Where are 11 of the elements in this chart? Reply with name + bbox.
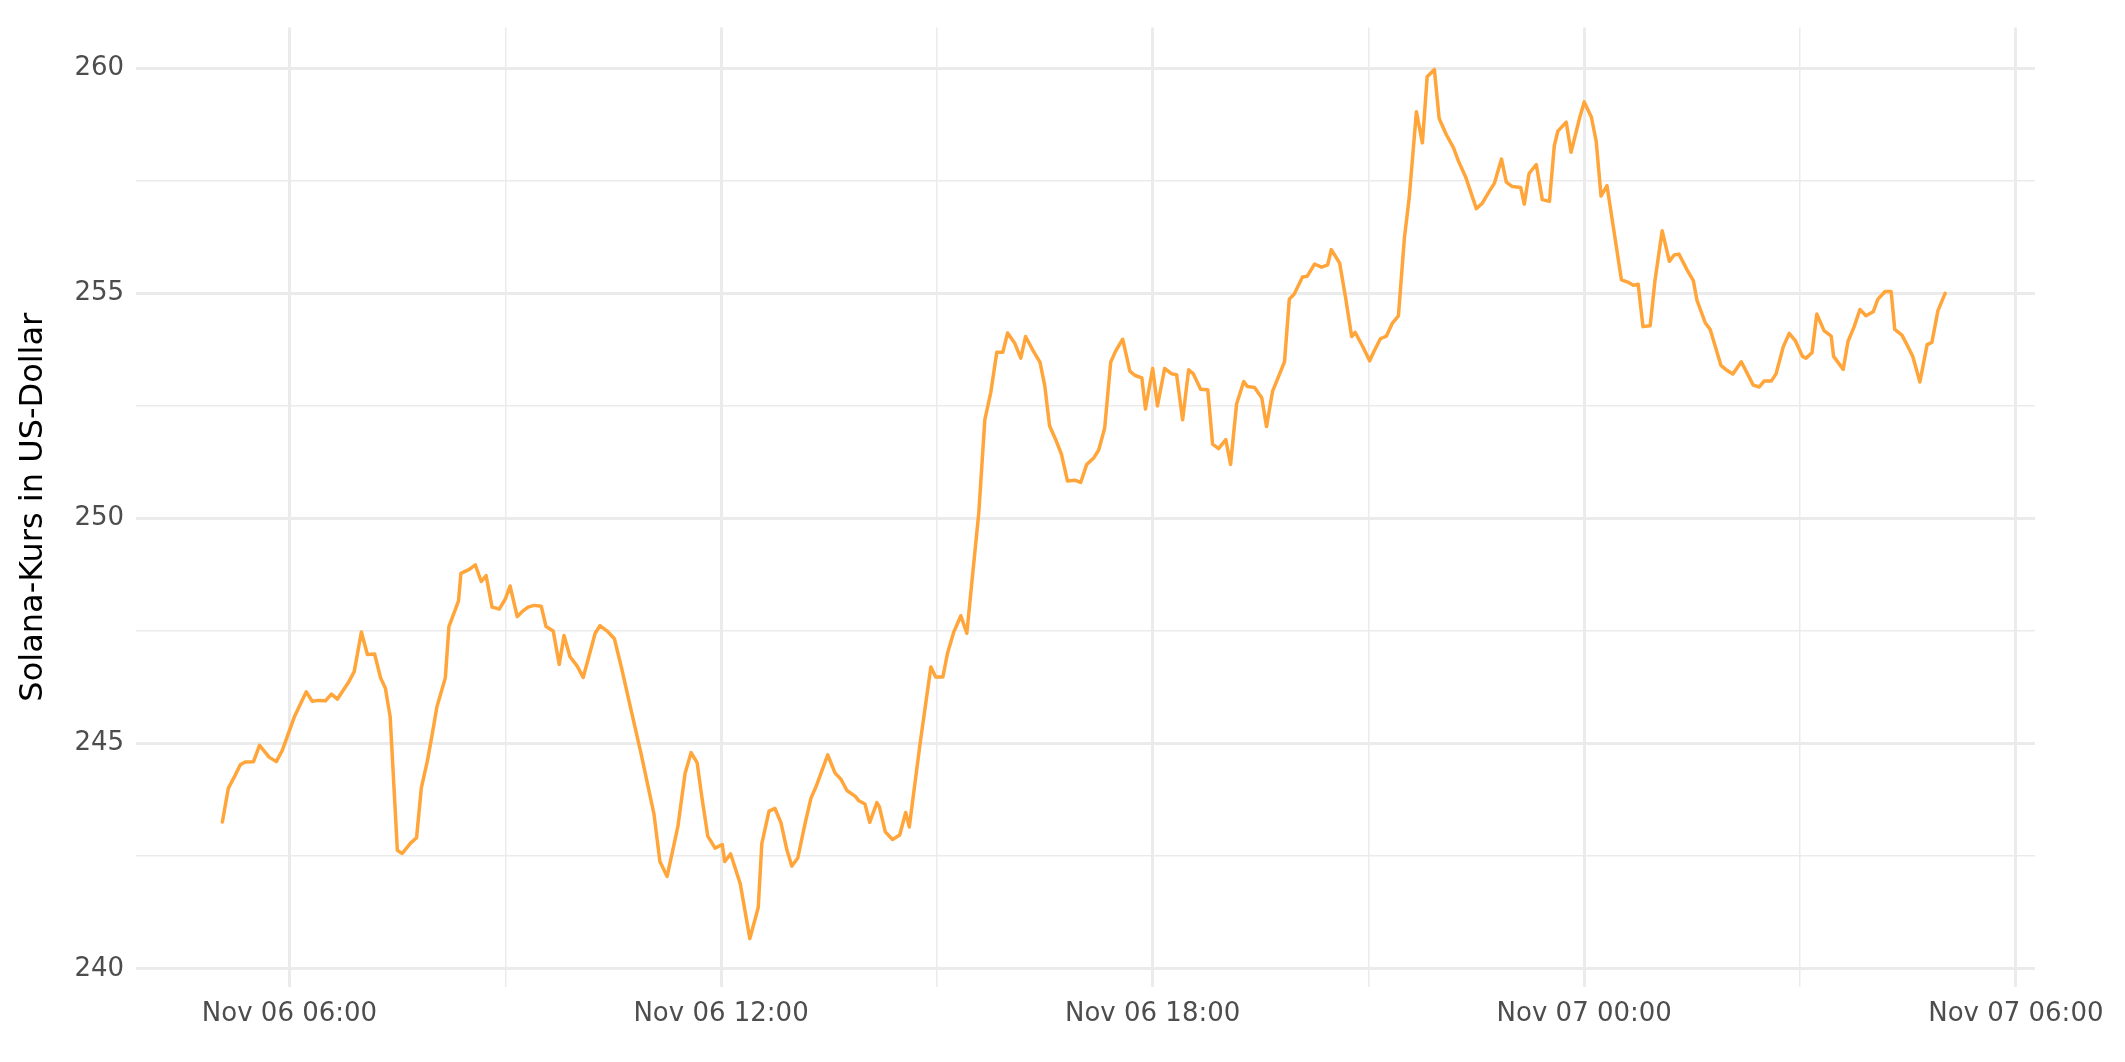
y-axis-title: Solana-Kurs in US-Dollar — [11, 311, 50, 702]
y-tick-label: 260 — [74, 50, 125, 81]
x-tick-label: Nov 06 18:00 — [1065, 997, 1241, 1028]
y-tick-label: 245 — [74, 726, 125, 757]
x-tick-label: Nov 07 06:00 — [1928, 997, 2104, 1028]
y-tick-label: 255 — [74, 276, 125, 307]
y-tick-label: 240 — [74, 951, 125, 982]
y-tick-label: 250 — [74, 501, 125, 532]
x-tick-label: Nov 06 12:00 — [633, 997, 809, 1028]
x-tick-label: Nov 07 00:00 — [1496, 997, 1672, 1028]
x-tick-label: Nov 06 06:00 — [201, 997, 378, 1028]
